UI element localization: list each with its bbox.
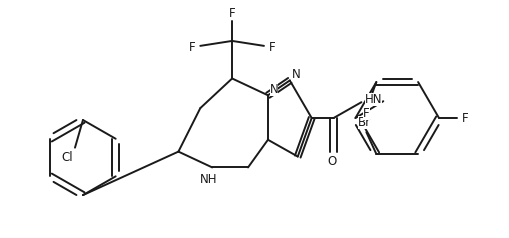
Text: HN: HN xyxy=(364,93,381,106)
Text: F: F xyxy=(268,41,275,54)
Text: N: N xyxy=(269,83,278,96)
Text: F: F xyxy=(229,7,235,20)
Text: Cl: Cl xyxy=(61,151,73,164)
Text: F: F xyxy=(362,107,369,120)
Text: O: O xyxy=(326,155,335,168)
Text: F: F xyxy=(461,112,467,124)
Text: NH: NH xyxy=(199,173,217,186)
Text: F: F xyxy=(189,41,195,54)
Text: N: N xyxy=(291,68,300,81)
Text: Br: Br xyxy=(357,116,370,129)
